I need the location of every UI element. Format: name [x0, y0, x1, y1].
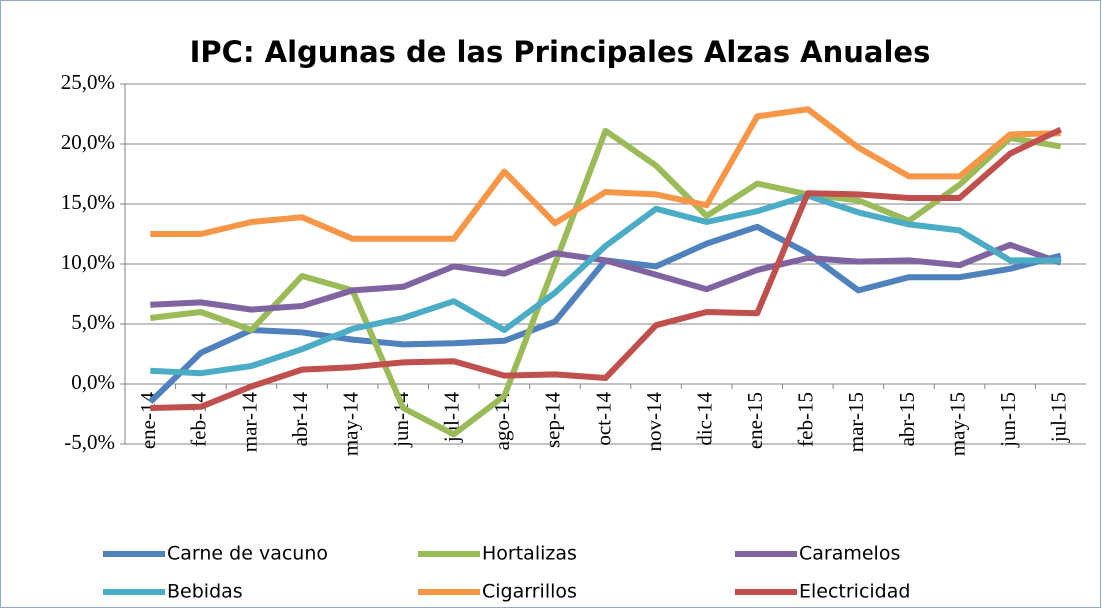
y-tick-label: 5,0%: [71, 310, 115, 334]
y-tick-label: 20,0%: [61, 130, 115, 154]
legend-label: Cigarrillos: [482, 581, 577, 603]
y-tick-label: 0,0%: [71, 370, 115, 394]
legend-label: Bebidas: [167, 581, 243, 603]
x-tick-label: ene-15: [743, 392, 767, 449]
chart-title: IPC: Algunas de las Principales Alzas An…: [190, 35, 931, 69]
y-tick-label: 25,0%: [61, 70, 115, 94]
series-line: [150, 106, 1061, 242]
y-tick-label: 10,0%: [61, 250, 115, 274]
x-tick-label: dic-14: [692, 392, 716, 446]
x-tick-label: abr-15: [895, 392, 919, 446]
x-tick-label: sep-14: [541, 392, 565, 448]
series-line: [149, 127, 1062, 438]
x-tick-label: ene-14: [136, 392, 160, 450]
y-tick-label: 15,0%: [61, 190, 115, 214]
series-line: [150, 126, 1062, 411]
legend-label: Hortalizas: [482, 543, 577, 565]
series-line: [150, 241, 1062, 313]
x-tick-label: feb-14: [187, 392, 211, 447]
x-tick-label: jul-15: [1047, 392, 1071, 443]
x-tick-label: mar-15: [844, 392, 868, 452]
x-tick-label: feb-15: [794, 392, 818, 447]
legend-label: Caramelos: [799, 543, 900, 565]
x-tick-label: oct-14: [591, 392, 615, 446]
x-tick-label: nov-14: [642, 392, 666, 452]
x-tick-label: mar-14: [237, 392, 261, 453]
legend-label: Electricidad: [799, 581, 910, 603]
legend-label: Carne de vacuno: [167, 543, 328, 565]
x-tick-label: may-15: [945, 392, 969, 456]
x-tick-label: jun-15: [996, 392, 1020, 448]
y-tick-label: -5,0%: [64, 430, 115, 454]
x-tick-label: abr-14: [288, 392, 312, 447]
x-tick-label: may-14: [338, 392, 362, 457]
series-line: [150, 192, 1061, 377]
